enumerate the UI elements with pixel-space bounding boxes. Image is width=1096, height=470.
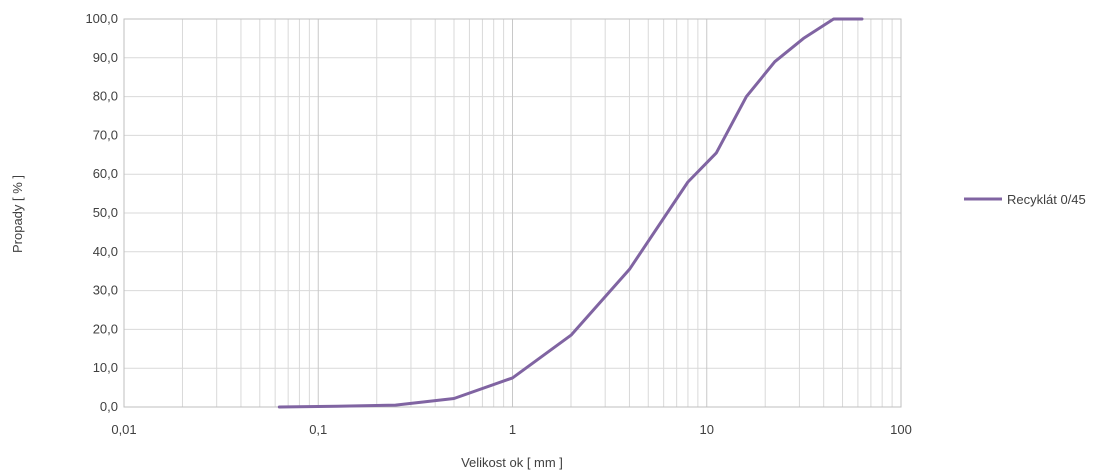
series-line-recyklat [277,17,864,409]
y-tick-label: 80,0 [93,89,118,104]
grid-lines [123,18,901,408]
plot-frame [123,18,902,408]
x-tick-label: 100 [890,422,912,437]
series-layer [277,17,864,409]
y-tick-label: 90,0 [93,50,118,65]
y-tick-label: 70,0 [93,127,118,142]
y-tick-label: 30,0 [93,283,118,298]
legend-label-recyklat: Recyklát 0/45 [1007,192,1086,207]
y-tick-label: 50,0 [93,205,118,220]
y-tick-label: 40,0 [93,244,118,259]
y-tick-label: 100,0 [85,11,118,26]
x-tick-label: 0,1 [309,422,327,437]
x-axis-ticks: 0,01 0,1 1 10 100 [111,422,912,437]
y-axis-ticks: 0,0 10,0 20,0 30,0 40,0 50,0 60,0 70,0 80,0 90,0 1… [85,11,118,414]
y-tick-label: 60,0 [93,166,118,181]
x-tick-label: 10 [700,422,714,437]
x-tick-label: 0,01 [111,422,136,437]
y-tick-label: 20,0 [93,321,118,336]
y-axis-title: Propady [ % ] [10,175,25,253]
y-tick-label: 0,0 [100,399,118,414]
x-axis-title: Velikost ok [ mm ] [461,455,563,470]
x-tick-label: 1 [509,422,516,437]
y-tick-label: 10,0 [93,360,118,375]
legend: Recyklát 0/45 [964,192,1086,207]
